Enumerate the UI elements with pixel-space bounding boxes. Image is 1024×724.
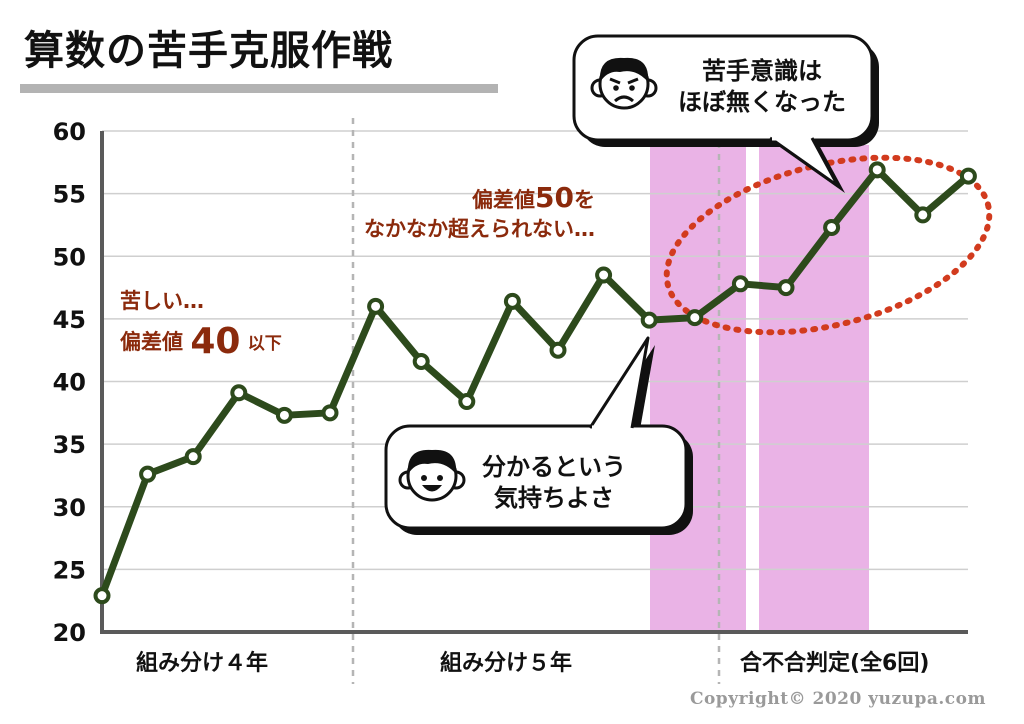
page-title: 算数の苦手克服作戦 <box>24 28 393 74</box>
annotation-low-suffix: 以下 <box>247 334 282 355</box>
group-label-4th: 組み分け４年 <box>136 651 269 676</box>
annotation-low: 苦しい… 偏差値 40 以下 <box>120 288 282 366</box>
data-point-1 <box>93 587 111 605</box>
highlight-band-1 <box>650 145 746 632</box>
data-point-6 <box>321 404 339 422</box>
bubble-top-text: 苦手意識は ほぼ無くなった <box>678 56 846 118</box>
y-tick-label-20: 20 <box>53 619 86 647</box>
bubble-top-line1: 苦手意識は <box>702 57 822 85</box>
speech-bubble-bottom <box>384 336 693 535</box>
data-point-16 <box>777 279 795 297</box>
data-point-3 <box>184 448 202 466</box>
happy-face-icon-mouth <box>422 485 442 492</box>
data-point-12 <box>595 266 613 284</box>
angry-face-icon-eye-right <box>629 85 635 91</box>
angry-face-icon-brow-right <box>627 77 639 85</box>
happy-face-icon <box>398 449 466 502</box>
annotation-mid-line2: なかなか超えられない… <box>364 217 595 242</box>
angry-face-icon-brow-left <box>609 77 621 85</box>
angry-face-icon-mouth <box>614 95 634 103</box>
data-point-14 <box>686 309 704 327</box>
data-point-17 <box>823 218 841 236</box>
data-point-15 <box>731 275 749 293</box>
speech-bubble-bottom-body <box>384 424 688 530</box>
speech-bubble-bottom-tail <box>588 336 650 429</box>
bubble-bottom-line2: 気持ちよさ <box>494 484 614 513</box>
speech-bubble-top <box>572 34 879 193</box>
y-tick-label-25: 25 <box>53 556 86 584</box>
y-tick-label-45: 45 <box>53 306 86 334</box>
data-point-18 <box>868 161 886 179</box>
data-point-8 <box>412 352 430 370</box>
title-underline <box>20 84 498 93</box>
speech-bubble-top-tail <box>769 136 840 188</box>
y-tick-label-30: 30 <box>53 494 86 522</box>
data-point-20 <box>959 167 977 185</box>
highlight-band-2 <box>759 145 869 632</box>
happy-face-icon-eye-left <box>421 475 427 481</box>
speech-bubble-top-body <box>572 34 874 142</box>
data-point-2 <box>139 465 157 483</box>
annotation-mid: 偏差値50を なかなか超えられない… <box>364 180 595 244</box>
y-tick-label-35: 35 <box>53 431 86 459</box>
group-label-5th: 組み分け５年 <box>440 651 573 676</box>
data-point-19 <box>914 206 932 224</box>
data-point-10 <box>503 292 521 310</box>
data-point-13 <box>640 311 658 329</box>
speech-bubble-top-tail-shadow <box>777 145 845 193</box>
bubble-top-line2: ほぼ無くなった <box>678 88 846 117</box>
annotation-low-line1: 苦しい… <box>120 289 204 313</box>
data-point-11 <box>549 341 567 359</box>
angry-face-icon-eye-left <box>613 85 619 91</box>
annotation-mid-number: 50 <box>535 181 574 214</box>
copyright-text: Copyright© 2020 yuzupa.com <box>689 689 986 709</box>
happy-face-icon-eye-right <box>437 475 443 481</box>
annotation-mid-suffix: を <box>574 188 595 212</box>
y-tick-label-55: 55 <box>53 181 86 209</box>
angry-face-icon-hair <box>599 57 649 82</box>
annotation-mid-prefix: 偏差値 <box>472 188 536 212</box>
data-point-9 <box>458 393 476 411</box>
happy-face-icon-hair <box>407 449 457 474</box>
highlight-ellipse <box>663 154 993 336</box>
bubble-bottom-text: 分かるという 気持ちよさ <box>482 452 626 514</box>
data-point-5 <box>275 406 293 424</box>
y-tick-label-50: 50 <box>53 243 86 271</box>
y-tick-label-60: 60 <box>53 118 86 146</box>
angry-face-icon <box>590 57 658 110</box>
data-point-7 <box>367 297 385 315</box>
y-tick-label-40: 40 <box>53 369 86 397</box>
annotation-low-number: 40 <box>190 321 241 363</box>
bubble-bottom-line1: 分かるという <box>482 453 626 481</box>
annotation-low-prefix: 偏差値 <box>120 330 183 355</box>
data-point-4 <box>230 384 248 402</box>
group-label-mock: 合不合判定(全6回) <box>740 651 930 676</box>
